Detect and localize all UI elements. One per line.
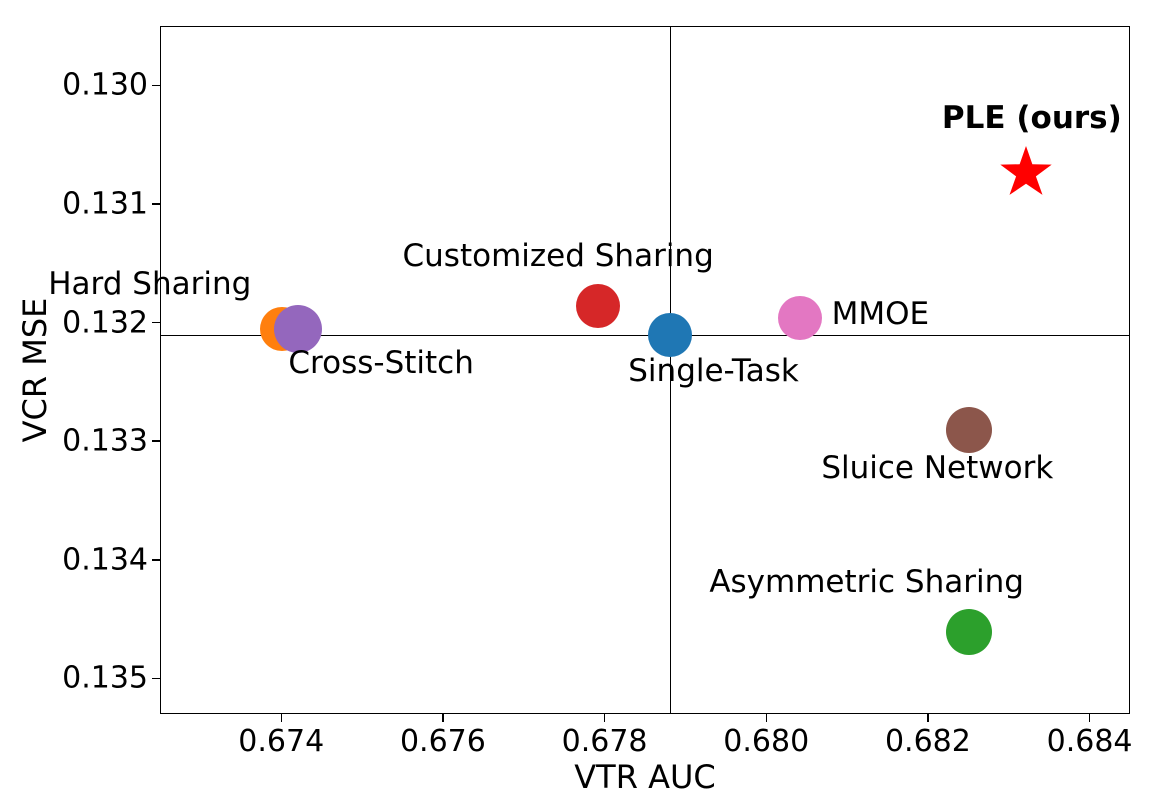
x-tick-label: 0.676 xyxy=(400,724,486,759)
y-tick-label: 0.132 xyxy=(62,305,148,340)
y-tick xyxy=(152,440,160,442)
point-label: Single-Task xyxy=(628,353,799,389)
y-tick-label: 0.135 xyxy=(62,661,148,696)
point-label: Customized Sharing xyxy=(403,238,714,274)
y-axis-label: VCR MSE xyxy=(16,298,54,443)
x-tick xyxy=(1089,714,1091,722)
x-tick-label: 0.678 xyxy=(562,724,648,759)
y-tick xyxy=(152,203,160,205)
point-label: MMOE xyxy=(832,296,929,332)
x-tick xyxy=(442,714,444,722)
scatter-point xyxy=(648,313,692,357)
scatter-point xyxy=(778,296,822,340)
y-tick-label: 0.131 xyxy=(62,186,148,221)
scatter-point xyxy=(946,609,992,655)
x-tick xyxy=(927,714,929,722)
y-tick xyxy=(152,85,160,87)
point-label: Asymmetric Sharing xyxy=(709,564,1024,600)
y-tick-label: 0.130 xyxy=(62,68,148,103)
x-axis-label: VTR AUC xyxy=(574,758,716,796)
point-label: Cross-Stitch xyxy=(288,345,473,381)
star-marker xyxy=(996,143,1056,207)
scatter-point xyxy=(946,407,992,453)
point-label: Hard Sharing xyxy=(48,266,251,302)
x-tick xyxy=(766,714,768,722)
x-tick-label: 0.684 xyxy=(1047,724,1133,759)
x-tick xyxy=(604,714,606,722)
y-tick-label: 0.134 xyxy=(62,542,148,577)
x-tick-label: 0.682 xyxy=(885,724,971,759)
plot-area: Hard SharingCross-StitchCustomized Shari… xyxy=(160,26,1130,714)
point-label: Sluice Network xyxy=(821,450,1053,486)
x-tick xyxy=(281,714,283,722)
scatter-point xyxy=(576,284,620,328)
y-tick xyxy=(152,559,160,561)
y-tick-label: 0.133 xyxy=(62,424,148,459)
point-label: PLE (ours) xyxy=(942,100,1122,136)
y-tick xyxy=(152,322,160,324)
x-tick-label: 0.680 xyxy=(723,724,809,759)
y-tick xyxy=(152,678,160,680)
x-tick-label: 0.674 xyxy=(238,724,324,759)
